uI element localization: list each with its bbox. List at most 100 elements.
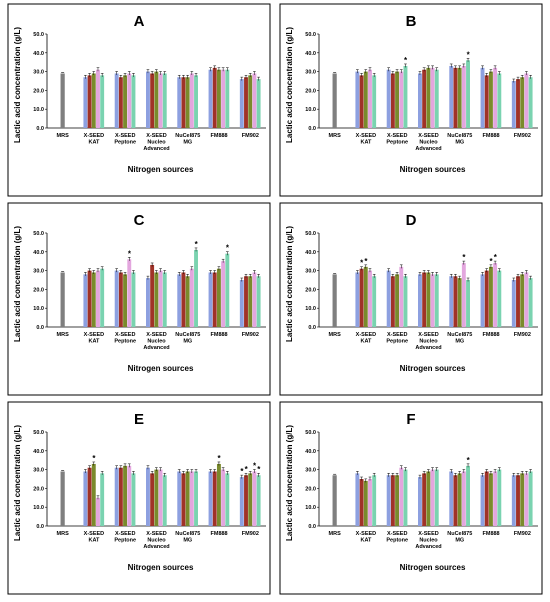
chart-panel-e: E 0.0 10.0 20.0 30.0 40.0 50.0 Lactic acid conc… <box>7 401 271 595</box>
bar <box>221 469 226 526</box>
bar <box>488 71 493 128</box>
bar <box>150 73 155 128</box>
significance-star: * <box>226 244 230 253</box>
bar <box>87 75 92 128</box>
bar <box>127 465 132 526</box>
x-tick-label: MRS <box>329 531 342 537</box>
bar <box>239 79 244 128</box>
x-tick-label: KAT <box>88 538 100 544</box>
x-tick-label: KAT <box>360 538 372 544</box>
bar <box>256 276 261 327</box>
bar <box>212 67 217 128</box>
x-tick-label: MG <box>183 339 192 345</box>
significance-star: * <box>257 465 261 474</box>
x-axis-label: Nitrogen sources <box>400 563 466 572</box>
bar <box>359 479 364 526</box>
bar <box>497 73 502 128</box>
bar <box>403 65 408 128</box>
bar <box>403 276 408 327</box>
bar <box>248 75 253 128</box>
bar <box>399 266 404 327</box>
bar <box>449 65 454 128</box>
bar <box>248 473 253 526</box>
x-tick-label: NuCel875 <box>175 332 200 338</box>
bar <box>426 471 431 526</box>
x-tick-label: X-SEED <box>356 133 377 139</box>
bar <box>524 473 529 526</box>
y-tick-label: 10.0 <box>305 306 316 312</box>
y-tick-label: 0.0 <box>308 126 316 132</box>
bar-control <box>60 73 65 128</box>
x-tick-label: FM888 <box>211 133 228 139</box>
significance-star: * <box>364 257 368 266</box>
y-tick-label: 20.0 <box>33 287 44 293</box>
x-tick-label: MRS <box>57 133 70 139</box>
bar <box>96 69 100 128</box>
y-axis-label: Lactic acid concentration (g/L) <box>13 226 22 342</box>
bar <box>194 75 198 128</box>
y-axis-label: Lactic acid concentration (g/L) <box>13 425 22 541</box>
bar <box>162 73 167 128</box>
bar <box>91 272 96 327</box>
bar <box>368 479 372 526</box>
bar <box>390 276 395 327</box>
bar <box>403 469 408 526</box>
bar <box>528 77 533 128</box>
x-tick-label: KAT <box>360 140 372 146</box>
bar <box>363 266 368 327</box>
bar <box>158 270 163 327</box>
y-axis-label: Lactic acid concentration (g/L) <box>285 425 294 541</box>
x-tick-label: Advanced <box>143 544 169 550</box>
x-tick-label: Nucleo <box>147 140 166 146</box>
bar <box>146 467 150 526</box>
bar <box>453 276 458 327</box>
bar <box>114 467 119 526</box>
bar <box>118 77 123 128</box>
bar <box>511 475 516 526</box>
bar <box>372 75 377 128</box>
y-tick-label: 0.0 <box>308 524 316 530</box>
x-tick-label: Advanced <box>143 345 169 351</box>
y-tick-label: 50.0 <box>33 32 44 38</box>
y-tick-label: 20.0 <box>305 486 316 492</box>
bar <box>461 471 466 526</box>
bar <box>208 471 213 526</box>
bar <box>434 469 439 526</box>
bar-control <box>332 475 337 526</box>
x-tick-label: X-SEED <box>115 133 136 139</box>
x-tick-label: Nucleo <box>419 339 438 345</box>
bar <box>118 272 123 327</box>
y-tick-label: 0.0 <box>308 325 316 331</box>
x-tick-label: MRS <box>329 133 342 139</box>
y-tick-label: 40.0 <box>33 51 44 57</box>
bar <box>457 473 462 526</box>
x-tick-label: Advanced <box>415 345 441 351</box>
bar <box>256 475 261 526</box>
bar <box>466 465 470 526</box>
bar <box>368 270 372 327</box>
chart-panel-b: B 0.0 10.0 20.0 30.0 40.0 50.0 Lactic acid conc… <box>279 3 543 197</box>
significance-star: * <box>92 454 96 463</box>
bar <box>430 469 435 526</box>
bar <box>256 79 261 128</box>
x-tick-label: FM888 <box>211 531 228 537</box>
bar <box>239 280 244 327</box>
bar <box>466 280 470 327</box>
bar <box>100 473 105 526</box>
bar <box>146 278 150 327</box>
x-tick-label: FM902 <box>242 531 259 537</box>
bar <box>497 270 502 327</box>
bar <box>146 71 150 128</box>
bar <box>520 473 525 526</box>
chart-panel-c: C 0.0 10.0 20.0 30.0 40.0 50.0 Lactic acid conc… <box>7 202 271 396</box>
significance-star: * <box>253 461 257 470</box>
x-tick-label: X-SEED <box>84 133 105 139</box>
bar <box>185 471 190 526</box>
x-tick-label: X-SEED <box>356 531 377 537</box>
bar <box>461 263 466 327</box>
x-tick-label: KAT <box>88 339 100 345</box>
bar <box>91 463 96 526</box>
bar <box>150 473 155 526</box>
y-axis-label: Lactic acid concentration (g/L) <box>285 27 294 143</box>
bar <box>430 67 435 128</box>
